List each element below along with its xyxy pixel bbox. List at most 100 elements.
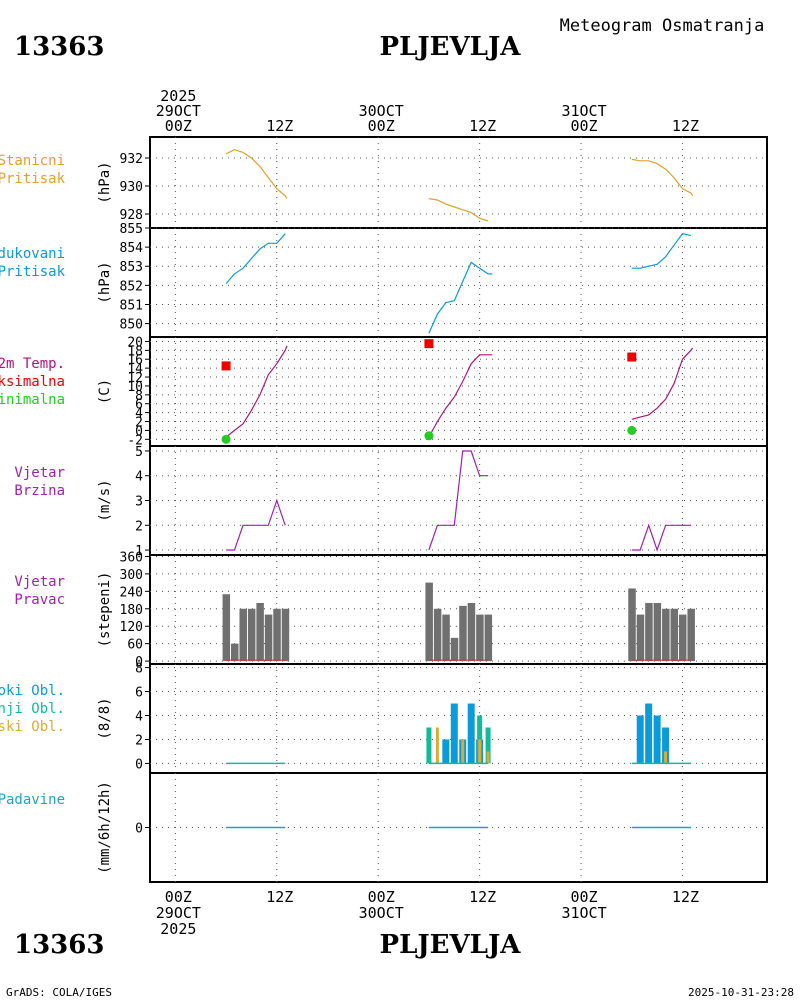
wind-direction-bar	[678, 614, 687, 662]
temperature-line	[225, 345, 288, 438]
wind-direction-bar	[670, 608, 679, 662]
meteogram-panels: 928930932(hPa)StanicniPritisak8508518528…	[0, 136, 768, 883]
time-label-top: 00Z	[165, 117, 192, 135]
y-tick-label: 851	[120, 298, 143, 313]
time-label-top: 30OCT	[359, 102, 404, 120]
time-label-top: 31OCT	[561, 102, 606, 120]
wind-direction-bar	[459, 605, 467, 662]
time-label-top: 2025	[160, 87, 196, 105]
station-id-bottom: 13363	[14, 930, 104, 960]
y-tick-label: 120	[120, 620, 143, 635]
tmax-marker	[221, 361, 231, 371]
y-tick-label: 854	[120, 241, 144, 256]
panel-label: Minimalna	[0, 392, 65, 408]
y-tick-label: 8	[135, 662, 143, 677]
y-tick-label: 360	[120, 550, 143, 565]
wind-direction-bar	[450, 637, 459, 662]
panel-label: Pritisak	[0, 264, 66, 280]
tmax-marker	[627, 352, 637, 362]
wind-direction-bar	[273, 608, 281, 662]
y-tick-label: 4	[135, 710, 143, 725]
station-name-bottom: PLJEVLJA	[380, 930, 522, 960]
y-tick-label: 2	[135, 733, 143, 748]
wind-direction-bar	[222, 594, 231, 662]
cloud-bar-mid	[485, 727, 491, 764]
temperature-line	[631, 347, 694, 420]
panel-label: Pravac	[14, 592, 65, 608]
panel-label: Vjetar	[14, 465, 65, 481]
y-axis-label: (hPa)	[97, 161, 113, 203]
cloud-bar-high	[653, 715, 661, 764]
time-label-bottom: 00Z	[368, 888, 395, 906]
temperature-line	[428, 354, 493, 438]
time-label-top: 00Z	[368, 117, 395, 135]
station-name-top: PLJEVLJA	[380, 32, 522, 62]
credit-text: GrADS: COLA/IGES	[6, 986, 112, 999]
panel-label: Stanicni	[0, 153, 65, 169]
station-id-top: 13363	[14, 32, 104, 62]
y-tick-label: 4	[135, 470, 143, 485]
wind-direction-bar	[425, 582, 433, 662]
y-axis-label: (hPa)	[97, 261, 113, 303]
y-tick-label: 10	[127, 380, 143, 395]
y-tick-label: 2	[135, 519, 143, 534]
panel-precipitation: 0 (mm/6h/12h) Padavine	[0, 772, 768, 883]
time-label-bottom: 30OCT	[359, 904, 404, 922]
panel-label: Srednji Obl.	[0, 701, 65, 717]
wind-direction-bar	[433, 608, 442, 662]
reduced-pressure-line	[225, 233, 286, 284]
y-tick-label: 14	[127, 362, 143, 377]
timestamp-text: 2025-10-31-23:28	[688, 986, 794, 999]
wind-speed-line	[428, 450, 489, 551]
subtitle: Meteogram Osmatranja	[560, 16, 765, 36]
cloud-bar-high	[467, 703, 475, 764]
wind-direction-bar	[687, 608, 695, 662]
cloud-bar-low	[486, 751, 490, 764]
panel-label: Maksimalna	[0, 374, 65, 390]
cloud-bar-high	[645, 703, 653, 764]
time-label-top: 00Z	[571, 117, 598, 135]
y-tick-label: 853	[120, 260, 143, 275]
station-pressure-line	[428, 198, 489, 222]
cloud-bar-mid	[426, 727, 432, 764]
wind-direction-bar	[239, 608, 247, 662]
tmax-marker	[424, 339, 434, 349]
y-axis-label: (8/8)	[97, 697, 113, 739]
wind-direction-bar	[628, 588, 636, 662]
station-pressure-line	[631, 158, 694, 197]
panel-reduced-pressure: 850 851 852 853 854 855 (hPa) Redukovani Pritisa…	[0, 222, 768, 338]
panel-label: Redukovani	[0, 246, 65, 262]
y-tick-label: 20	[127, 335, 143, 350]
wind-direction-bar	[256, 602, 264, 662]
wind-direction-bar	[231, 643, 239, 662]
time-label-top: 12Z	[672, 117, 699, 135]
y-tick-label: 4	[135, 407, 143, 422]
tmin-marker	[221, 434, 231, 444]
panel-label: Pritisak	[0, 171, 66, 187]
y-tick-label: 852	[120, 279, 143, 294]
wind-direction-bar	[653, 602, 662, 662]
wind-direction-bar	[662, 608, 670, 662]
y-tick-label: 1	[135, 544, 143, 559]
wind-direction-bar	[484, 614, 493, 662]
time-label-top: 29OCT	[156, 102, 201, 120]
y-tick-label: -2	[127, 433, 143, 448]
time-label-bottom: 2025	[160, 920, 196, 938]
panel-station-pressure: 928 930 932 (hPa) Stanicni Pritisak	[0, 136, 768, 229]
y-tick-label: 6	[135, 398, 143, 413]
panel-label: Padavine	[0, 792, 65, 808]
y-axis-label: (C)	[97, 379, 113, 404]
cloud-bar-low	[461, 739, 465, 764]
y-axis-label: (m/s)	[97, 479, 113, 521]
y-tick-label: 16	[127, 353, 143, 368]
cloud-bar-low	[478, 739, 482, 764]
time-label-bottom: 31OCT	[561, 904, 606, 922]
panel-label: Vjetar	[14, 574, 65, 590]
wind-speed-line	[226, 498, 286, 551]
y-tick-label: 930	[120, 180, 143, 195]
y-tick-label: 240	[120, 585, 143, 600]
